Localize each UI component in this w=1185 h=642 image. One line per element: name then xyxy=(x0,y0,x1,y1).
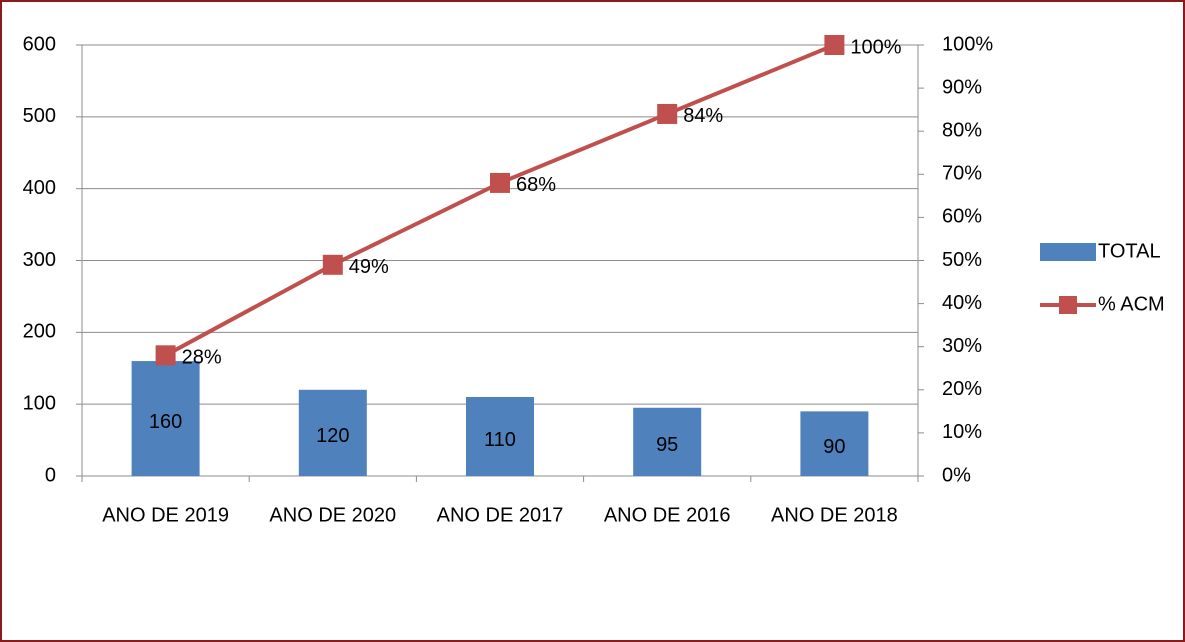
line-marker xyxy=(155,345,176,366)
y2-tick-label: 30% xyxy=(942,335,982,357)
bar xyxy=(298,389,367,476)
y-tick-label: 0 xyxy=(45,464,56,486)
line-value-label: 68% xyxy=(516,174,556,196)
y2-tick-label: 80% xyxy=(942,119,982,141)
line-value-label: 49% xyxy=(349,256,389,278)
line-marker xyxy=(657,103,678,124)
legend-marker xyxy=(1059,296,1077,314)
bar xyxy=(800,411,869,476)
bar xyxy=(131,361,200,476)
y2-tick-label: 90% xyxy=(942,76,982,98)
y-tick-label: 500 xyxy=(23,105,56,127)
line-value-label: 28% xyxy=(182,347,222,369)
x-tick-label: ANO DE 2018 xyxy=(771,504,898,526)
y-tick-label: 200 xyxy=(23,321,56,343)
x-tick-label: ANO DE 2020 xyxy=(269,504,396,526)
legend-label: TOTAL xyxy=(1098,240,1161,262)
bar-value-label: 120 xyxy=(316,425,349,447)
bar-value-label: 160 xyxy=(149,411,182,433)
y-tick-label: 100 xyxy=(23,392,56,414)
y2-tick-label: 40% xyxy=(942,292,982,314)
legend-label: % ACM xyxy=(1098,293,1165,315)
bar xyxy=(633,407,702,476)
x-tick-label: ANO DE 2019 xyxy=(102,504,229,526)
y-tick-label: 600 xyxy=(23,33,56,55)
y2-tick-label: 0% xyxy=(942,464,971,486)
legend-swatch xyxy=(1040,243,1096,261)
x-tick-label: ANO DE 2017 xyxy=(437,504,564,526)
bar xyxy=(466,396,534,476)
y-tick-label: 400 xyxy=(23,177,56,199)
y2-tick-label: 10% xyxy=(942,421,982,443)
line-marker xyxy=(490,172,510,193)
y2-tick-label: 70% xyxy=(942,163,982,185)
y2-tick-label: 20% xyxy=(942,378,982,400)
y2-tick-label: 50% xyxy=(942,249,982,271)
line-marker xyxy=(322,254,343,275)
line-value-label: 100% xyxy=(850,36,901,58)
bar-value-label: 90 xyxy=(823,436,845,458)
y-tick-label: 300 xyxy=(23,249,56,271)
line-value-label: 84% xyxy=(683,105,723,127)
y2-tick-label: 100% xyxy=(942,33,993,55)
x-tick-label: ANO DE 2016 xyxy=(604,504,731,526)
bar-value-label: 110 xyxy=(484,429,516,451)
bar-value-label: 95 xyxy=(656,434,678,456)
y2-tick-label: 60% xyxy=(942,206,982,228)
line-marker xyxy=(824,35,845,55)
